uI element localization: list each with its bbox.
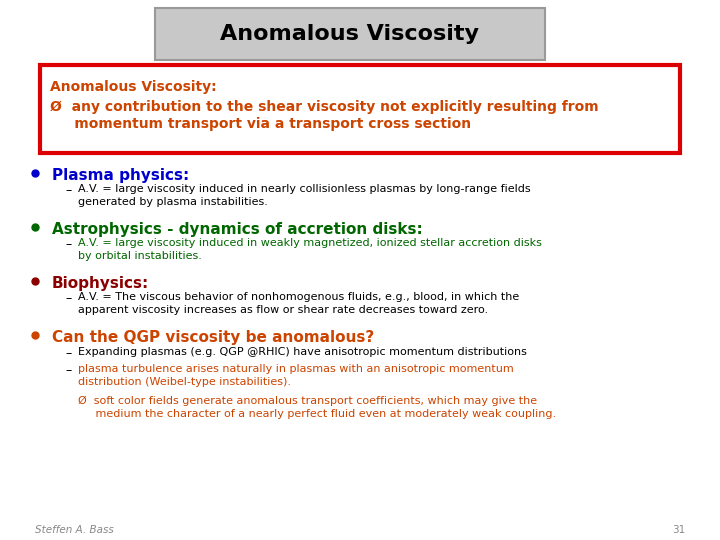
Text: –: – — [65, 364, 71, 377]
Text: –: – — [65, 292, 71, 305]
FancyBboxPatch shape — [155, 8, 545, 60]
Text: Plasma physics:: Plasma physics: — [52, 168, 189, 183]
FancyBboxPatch shape — [40, 65, 680, 153]
Text: –: – — [65, 238, 71, 251]
Text: Can the QGP viscosity be anomalous?: Can the QGP viscosity be anomalous? — [52, 330, 374, 345]
Text: A.V. = large viscosity induced in nearly collisionless plasmas by long-range fie: A.V. = large viscosity induced in nearly… — [78, 184, 531, 207]
Text: –: – — [65, 184, 71, 197]
Text: –: – — [65, 347, 71, 360]
Text: Biophysics:: Biophysics: — [52, 276, 149, 291]
Text: Astrophysics - dynamics of accretion disks:: Astrophysics - dynamics of accretion dis… — [52, 222, 423, 237]
Text: Anomalous Viscosity: Anomalous Viscosity — [220, 24, 480, 44]
Text: Expanding plasmas (e.g. QGP @RHIC) have anisotropic momentum distributions: Expanding plasmas (e.g. QGP @RHIC) have … — [78, 347, 527, 357]
Text: Ø  any contribution to the shear viscosity not explicitly resulting from: Ø any contribution to the shear viscosit… — [50, 100, 598, 114]
Text: A.V. = large viscosity induced in weakly magnetized, ionized stellar accretion d: A.V. = large viscosity induced in weakly… — [78, 238, 542, 261]
Text: A.V. = The viscous behavior of nonhomogenous fluids, e.g., blood, in which the
a: A.V. = The viscous behavior of nonhomoge… — [78, 292, 519, 315]
Text: Steffen A. Bass: Steffen A. Bass — [35, 525, 114, 535]
Text: momentum transport via a transport cross section: momentum transport via a transport cross… — [50, 117, 471, 131]
Text: plasma turbulence arises naturally in plasmas with an anisotropic momentum
distr: plasma turbulence arises naturally in pl… — [78, 364, 514, 387]
Text: 31: 31 — [672, 525, 685, 535]
Text: Ø  soft color fields generate anomalous transport coefficients, which may give t: Ø soft color fields generate anomalous t… — [78, 396, 556, 419]
Text: Anomalous Viscosity:: Anomalous Viscosity: — [50, 80, 217, 94]
